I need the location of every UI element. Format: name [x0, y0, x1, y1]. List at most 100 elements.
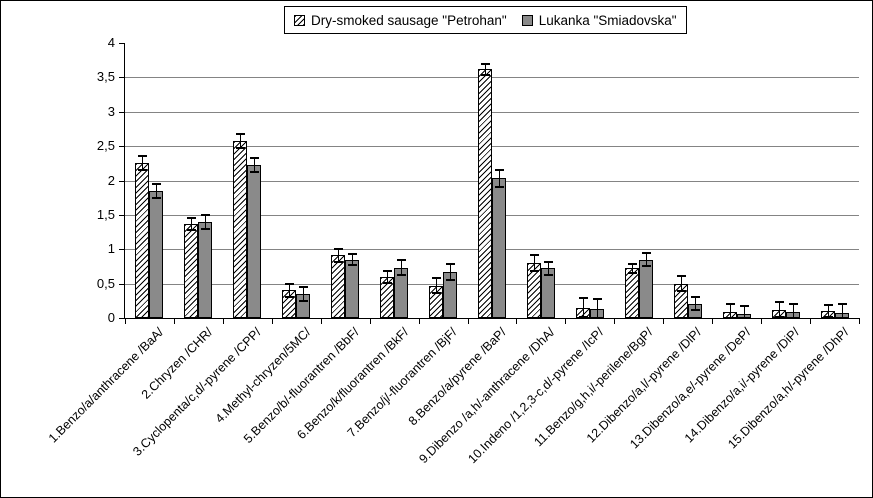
error-bar-stem — [387, 271, 388, 283]
x-axis-tick — [859, 318, 860, 324]
error-bar-stem — [583, 298, 584, 317]
x-axis-tick — [370, 318, 371, 324]
error-bar-cap-top — [334, 248, 343, 250]
error-bar-cap-bottom — [677, 290, 686, 292]
y-axis-tick-label: 1 — [107, 241, 115, 256]
y-axis-tick-label: 0 — [107, 310, 115, 325]
error-bar-cap-bottom — [432, 292, 441, 294]
error-bar-stem — [632, 264, 633, 273]
hatched-swatch-icon — [294, 14, 305, 26]
error-bar-cap-top — [726, 303, 735, 305]
error-bar-cap-top — [544, 261, 553, 263]
y-axis-tick-label: 2,5 — [96, 138, 115, 153]
bar-petrohan-12 — [674, 284, 688, 318]
x-axis-tick — [468, 318, 469, 324]
x-axis-tick — [516, 318, 517, 324]
bar-smiadovska-2 — [198, 222, 212, 318]
legend-item-petrohan: Dry-smoked sausage "Petrohan" — [294, 13, 507, 28]
error-bar-cap-top — [397, 259, 406, 261]
error-bar-stem — [142, 156, 143, 170]
error-bar-cap-bottom — [544, 274, 553, 276]
error-bar-cap-top — [446, 263, 455, 265]
gridline — [125, 112, 859, 113]
y-axis-tick-label: 4 — [107, 35, 115, 50]
error-bar-cap-top — [432, 277, 441, 279]
y-axis-tick-label: 0,5 — [96, 276, 115, 291]
y-axis-tick — [119, 318, 125, 319]
error-bar-stem — [681, 276, 682, 291]
y-axis-tick — [119, 43, 125, 44]
error-bar-stem — [534, 255, 535, 271]
error-bar-cap-bottom — [285, 296, 294, 298]
y-axis-tick-label: 3,5 — [96, 69, 115, 84]
error-bar-cap-bottom — [236, 147, 245, 149]
legend-label-petrohan: Dry-smoked sausage "Petrohan" — [311, 12, 507, 28]
error-bar-cap-bottom — [593, 317, 602, 319]
error-bar-stem — [499, 170, 500, 187]
error-bar-cap-bottom — [495, 186, 504, 188]
error-bar-cap-bottom — [383, 282, 392, 284]
error-bar-cap-bottom — [481, 74, 490, 76]
error-bar-cap-bottom — [824, 316, 833, 318]
error-bar-cap-top — [152, 183, 161, 185]
bar-smiadovska-1 — [149, 191, 163, 318]
error-bar-cap-bottom — [789, 317, 798, 319]
error-bar-cap-top — [628, 263, 637, 265]
y-axis-tick — [119, 112, 125, 113]
y-axis-tick-label: 1,5 — [96, 207, 115, 222]
x-axis-tick — [321, 318, 322, 324]
error-bar-cap-top — [593, 298, 602, 300]
error-bar-cap-bottom — [530, 270, 539, 272]
x-axis-tick — [761, 318, 762, 324]
error-bar-cap-top — [138, 155, 147, 157]
bar-smiadovska-5 — [345, 260, 359, 318]
error-bar-cap-bottom — [726, 317, 735, 319]
error-bar-cap-bottom — [628, 272, 637, 274]
error-bar-stem — [548, 262, 549, 275]
y-axis-tick-label: 3 — [107, 104, 115, 119]
x-axis-tick — [125, 318, 126, 324]
error-bar-cap-bottom — [138, 169, 147, 171]
error-bar-cap-top — [285, 283, 294, 285]
y-axis-tick — [119, 77, 125, 78]
error-bar-cap-top — [677, 275, 686, 277]
error-bar-cap-top — [495, 169, 504, 171]
error-bar-cap-top — [530, 254, 539, 256]
error-bar-stem — [436, 278, 437, 293]
y-axis-tick — [119, 284, 125, 285]
error-bar-cap-top — [579, 297, 588, 299]
x-axis-tick — [614, 318, 615, 324]
error-bar-cap-top — [775, 301, 784, 303]
x-axis-line — [124, 318, 859, 319]
error-bar-stem — [303, 287, 304, 301]
error-bar-cap-top — [187, 217, 196, 219]
x-axis-tick — [712, 318, 713, 324]
x-axis-tick — [174, 318, 175, 324]
x-axis-tick — [272, 318, 273, 324]
error-bar-cap-top — [348, 253, 357, 255]
error-bar-cap-top — [383, 270, 392, 272]
bar-petrohan-2 — [184, 224, 198, 318]
x-axis-tick — [223, 318, 224, 324]
error-bar-cap-top — [236, 133, 245, 135]
error-bar-stem — [793, 304, 794, 318]
error-bar-cap-bottom — [691, 309, 700, 311]
error-bar-stem — [352, 254, 353, 265]
error-bar-cap-bottom — [152, 197, 161, 199]
error-bar-cap-bottom — [201, 228, 210, 230]
y-axis-tick — [119, 249, 125, 250]
y-axis-tick — [119, 146, 125, 147]
bar-petrohan-9 — [527, 263, 541, 318]
error-bar-stem — [646, 253, 647, 266]
error-bar-stem — [338, 249, 339, 262]
bar-petrohan-5 — [331, 255, 345, 318]
error-bar-stem — [289, 284, 290, 297]
error-bar-cap-top — [201, 214, 210, 216]
error-bar-cap-bottom — [348, 264, 357, 266]
error-bar-cap-bottom — [397, 274, 406, 276]
error-bar-stem — [254, 158, 255, 172]
error-bar-cap-top — [824, 304, 833, 306]
x-axis-tick — [663, 318, 664, 324]
bar-smiadovska-8 — [492, 178, 506, 318]
